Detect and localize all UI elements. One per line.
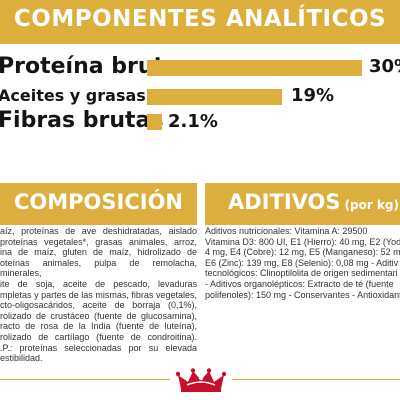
- protein-bar: [147, 60, 362, 76]
- composition-line: mpletas y partes de las mismas, fibras v…: [0, 289, 197, 300]
- additives-line: E6 (Zinc): 139 mg, E8 (Selenio): 0,08 mg…: [205, 257, 399, 268]
- analytic-title: COMPONENTES ANALÍTICOS: [13, 6, 387, 32]
- composition-line: rolizado de cartílago (fuente de condroi…: [0, 331, 197, 342]
- additives-line: polifenoles): 150 mg - Conservantes - An…: [205, 289, 400, 300]
- composition-text: aíz, proteínas de ave deshidratadas, ais…: [0, 226, 197, 390]
- additives-line: tecnológicos: Clinoptilolita de origen s…: [205, 268, 398, 279]
- composition-title: COMPOSICIÓN: [14, 190, 183, 214]
- additives-title: ADITIVOS (por kg): [228, 190, 399, 214]
- composition-line: ina de maíz, gluten de maíz, hidrolizado…: [0, 247, 197, 258]
- footer-divider-left: [0, 379, 170, 380]
- additives-subtitle: (por kg): [344, 198, 399, 212]
- additives-title-text: ADITIVOS: [228, 190, 341, 214]
- additives-header-band: [205, 183, 400, 225]
- fat-value: 19%: [291, 85, 335, 106]
- composition-line: rolizado de crustáceo (fuente de glucosa…: [0, 310, 197, 321]
- additives-text: Aditivos nutricionales: Vitamina A: 2950…: [205, 226, 400, 390]
- additives-line: Aditivos nutricionales: Vitamina A: 2950…: [205, 226, 368, 236]
- fiber-value: 2.1%: [168, 111, 218, 132]
- fat-bar: [147, 89, 282, 105]
- crown-logo-icon: [175, 368, 227, 392]
- composition-line: cto-oligosacáridos, aceite de borraja (0…: [0, 300, 197, 311]
- composition-line: estibilidad.: [0, 353, 43, 364]
- footer-divider-right: [232, 379, 400, 380]
- composition-line: oteínas animales, pulpa de remolacha, mi…: [0, 257, 197, 279]
- fiber-label: Fibras brutas: [0, 108, 164, 133]
- composition-line: ite de soja, aceite de pescado, levadura…: [0, 278, 197, 289]
- composition-line: proteínas vegetales*, grasas animales, a…: [0, 236, 197, 247]
- additives-line: 4 mg, E4 (Cobre): 12 mg, E5 (Manganeso):…: [205, 247, 400, 258]
- additives-line: Vitamina D3: 800 UI, E1 (Hierro): 40 mg,…: [205, 236, 400, 247]
- analytic-header-band: [0, 0, 400, 44]
- composition-line: .P.: proteínas seleccionadas por su elev…: [0, 342, 197, 353]
- additives-line: - Aditivos organolépticos: Extracto de t…: [205, 278, 394, 289]
- composition-line: racto de rosa de la India (fuente de lut…: [0, 321, 197, 332]
- composition-header-band: [0, 183, 197, 225]
- protein-value: 30%: [369, 56, 400, 77]
- composition-line: aíz, proteínas de ave deshidratadas, ais…: [0, 226, 197, 236]
- fiber-bar: [147, 114, 162, 130]
